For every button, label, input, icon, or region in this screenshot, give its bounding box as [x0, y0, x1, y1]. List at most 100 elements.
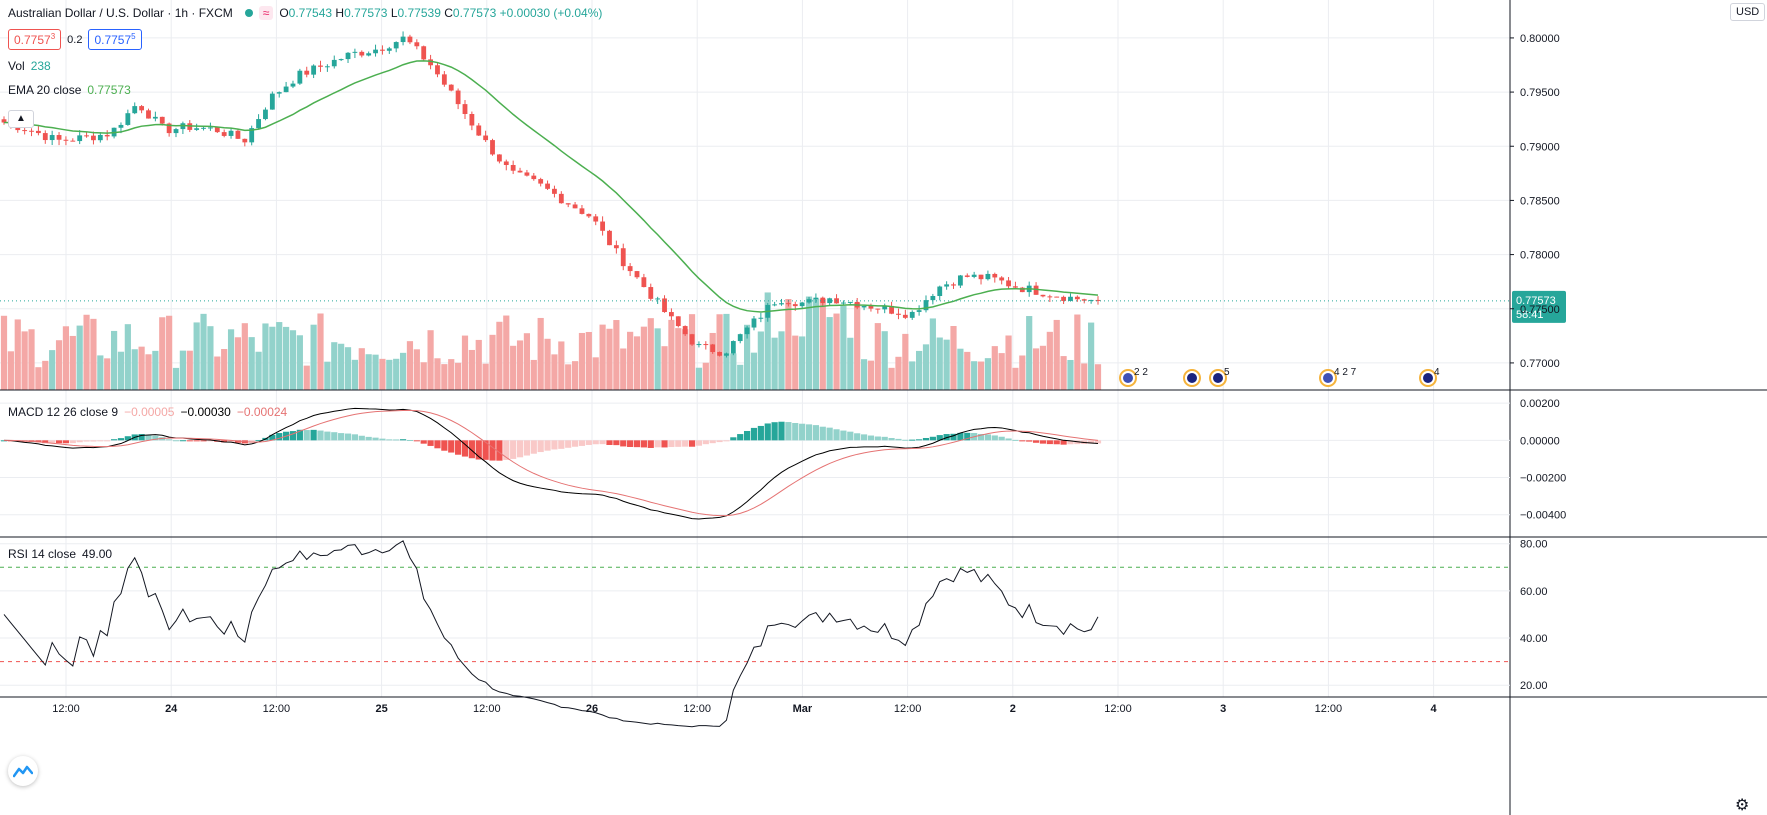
macd-histogram-bar — [1060, 440, 1067, 445]
spread-value: 0.2 — [67, 33, 83, 46]
macd-histogram-bar — [324, 431, 331, 441]
candle-body — [194, 128, 200, 130]
macd-histogram-bar — [854, 433, 861, 441]
candle-body — [1, 119, 7, 123]
candle-body — [868, 306, 874, 309]
macd-histogram-bar — [317, 430, 324, 441]
macd-histogram-bar — [1005, 438, 1012, 441]
macd-histogram-bar — [117, 438, 125, 441]
macd-histogram-bar — [482, 440, 489, 460]
time-tick-label: 12:00 — [473, 703, 501, 715]
macd-histogram-bar — [551, 440, 558, 450]
volume-bar — [805, 296, 813, 390]
tradingview-logo-icon[interactable] — [8, 756, 38, 786]
macd-histogram-bar — [303, 430, 310, 441]
volume-bar — [468, 349, 475, 390]
ohlc-values: O0.77543 H0.77573 L0.77539 C0.77573 +0.0… — [279, 6, 603, 20]
macd-histogram-bar — [613, 440, 620, 446]
volume-bar — [675, 328, 682, 390]
volume-bar — [867, 360, 875, 390]
collapse-legend-button[interactable]: ▲ — [8, 110, 34, 128]
candle-body — [689, 334, 695, 345]
candle-body — [613, 245, 619, 249]
volume-bar — [42, 360, 49, 390]
candle-body — [393, 42, 399, 49]
macd-histogram-bar — [35, 440, 42, 443]
volume-bar — [97, 355, 104, 390]
candle-body — [737, 334, 743, 342]
candle-body — [896, 313, 901, 315]
time-tick-label: 12:00 — [683, 703, 711, 715]
macd-histogram-bar — [338, 433, 345, 441]
macd-histogram-bar — [1088, 440, 1095, 444]
volume-bar — [393, 358, 400, 390]
candle-body — [703, 344, 709, 346]
volume-bar — [881, 331, 888, 390]
macd-histogram-bar — [441, 440, 448, 451]
gear-icon[interactable]: ⚙ — [1735, 797, 1750, 814]
candle-body — [1040, 294, 1046, 297]
currency-button[interactable]: USD — [1730, 3, 1766, 21]
event-flag-icon — [1213, 373, 1223, 383]
volume-bar — [895, 356, 902, 390]
volume-bar — [909, 361, 916, 390]
macd-histogram-bar — [730, 437, 737, 441]
volume-bar — [35, 367, 42, 390]
macd-histogram-bar — [902, 439, 909, 441]
candle-body — [139, 106, 145, 111]
macd-histogram-bar — [654, 440, 661, 448]
volume-bar — [599, 324, 606, 390]
volume-bar — [551, 354, 558, 390]
sell-price-button[interactable]: 0.77573 — [8, 29, 62, 50]
volume-bar — [49, 350, 56, 390]
volume-bar — [633, 336, 641, 390]
volume-bar — [702, 362, 709, 390]
volume-bar — [475, 339, 482, 390]
candle-body — [552, 188, 557, 194]
macd-histogram-bar — [83, 440, 90, 442]
candle-body — [366, 53, 372, 56]
buy-price-button[interactable]: 0.77575 — [88, 29, 142, 50]
candle-body — [648, 287, 654, 299]
time-tick-label: 25 — [375, 703, 387, 715]
volume-bar — [358, 348, 365, 390]
volume-bar — [248, 337, 255, 390]
candle-body — [675, 316, 681, 327]
candle-body — [579, 208, 585, 214]
candle-body — [1019, 287, 1025, 293]
macd-histogram-bar — [365, 436, 372, 441]
macd-histogram-bar — [957, 432, 964, 441]
macd-histogram-bar — [860, 434, 868, 441]
macd-histogram-bar — [69, 440, 76, 444]
candle-body — [792, 304, 798, 307]
volume-bar — [386, 359, 393, 390]
candle-body — [414, 42, 420, 47]
candle-body — [476, 125, 482, 136]
volume-bar — [69, 335, 76, 390]
macd-histogram-bar — [372, 437, 379, 441]
macd-tick-label: 0.00200 — [1520, 398, 1560, 410]
volume-bar — [565, 364, 572, 390]
candle-body — [545, 183, 550, 189]
event-flag-icon — [1323, 373, 1333, 383]
volume-bar — [620, 348, 627, 390]
candle-body — [297, 70, 303, 84]
candle-body — [56, 135, 62, 140]
candle-body — [304, 70, 310, 75]
volume-bar — [379, 358, 386, 390]
volume-bar — [647, 318, 654, 390]
volume-bar — [241, 323, 248, 390]
volume-bar — [461, 335, 469, 390]
volume-bar — [833, 313, 840, 390]
macd-histogram-bar — [510, 440, 517, 459]
macd-histogram-bar — [647, 440, 654, 448]
macd-histogram-bar — [640, 440, 647, 448]
volume-bar — [819, 298, 826, 390]
macd-histogram-bar — [186, 440, 193, 442]
volume-bar — [936, 337, 943, 390]
macd-histogram-bar — [310, 429, 317, 441]
candle-body — [964, 275, 970, 277]
indicator-badge[interactable]: ≈ — [258, 6, 274, 20]
ema-line — [3, 60, 1099, 313]
